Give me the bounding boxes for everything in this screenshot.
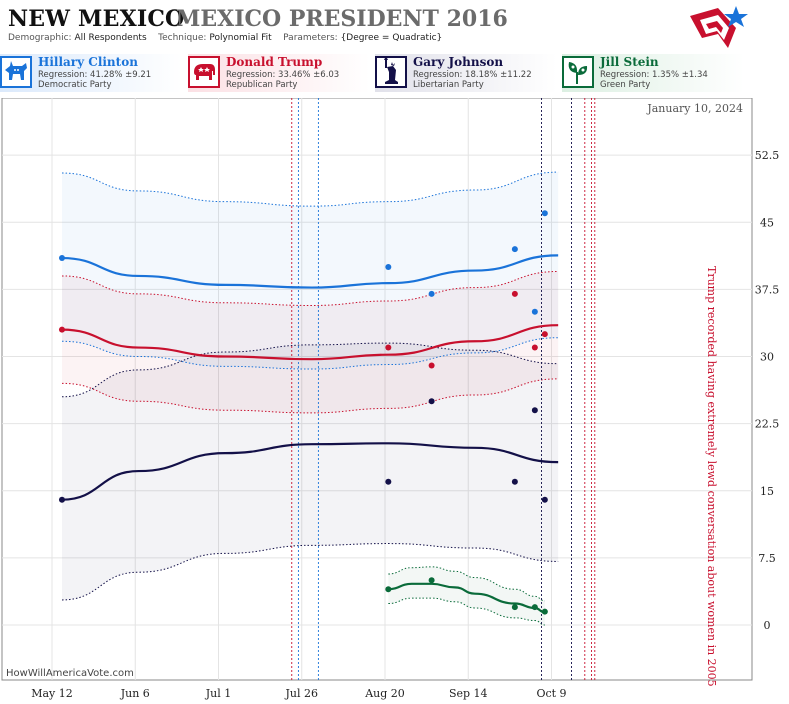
- donkey-icon: [0, 56, 32, 88]
- poll-point-trump: [541, 331, 548, 338]
- y-tick-label: 22.5: [755, 418, 780, 431]
- x-tick-label: Aug 20: [364, 687, 405, 700]
- poll-point-johnson: [385, 478, 392, 485]
- candidate-party: Libertarian Party: [413, 80, 484, 90]
- statue-of-liberty-icon: [375, 56, 407, 88]
- confidence-band-trump: [61, 271, 559, 413]
- confidence-band-clinton: [61, 172, 559, 370]
- x-tick-label: Jun 6: [120, 687, 150, 700]
- poll-point-johnson: [541, 496, 548, 503]
- candidate-name: Gary Johnson: [413, 55, 504, 69]
- candidate-name: Donald Trump: [226, 55, 323, 69]
- elephant-icon: [188, 56, 220, 88]
- site-logo-icon[interactable]: [688, 4, 750, 50]
- poll-point-trump: [385, 344, 392, 351]
- legend-item-clinton[interactable]: Hillary Clinton Regression: 41.28% ±9.21…: [0, 54, 182, 92]
- poll-point-johnson: [511, 478, 518, 485]
- x-tick-label: Oct 9: [536, 687, 566, 700]
- technique-value: Polynomial Fit: [209, 33, 272, 43]
- candidate-regression: Regression: 1.35% ±1.34: [600, 70, 708, 80]
- poll-point-stein: [428, 577, 435, 584]
- poll-point-clinton: [531, 308, 538, 315]
- poll-point-trump: [58, 326, 65, 333]
- x-tick-label: Jul 26: [284, 687, 318, 700]
- poll-point-trump: [511, 290, 518, 297]
- race-title: MEXICO PRESIDENT 2016: [176, 6, 508, 32]
- poll-point-stein: [511, 604, 518, 611]
- chart-date-label: January 10, 2024: [646, 102, 743, 115]
- band-upper-johnson: [61, 342, 559, 398]
- band-upper-stein: [388, 566, 545, 602]
- event-annotation: Trump recorded having extremely lewd con…: [705, 266, 718, 687]
- candidate-regression: Regression: 18.18% ±11.22: [413, 70, 532, 80]
- parameters-label: Parameters:: [283, 33, 338, 43]
- parameters-value: {Degree = Quadratic}: [340, 33, 443, 43]
- candidate-party: Republican Party: [226, 80, 298, 90]
- poll-point-trump: [531, 344, 538, 351]
- poll-point-johnson: [58, 496, 65, 503]
- poll-point-stein: [531, 604, 538, 611]
- band-lower-clinton: [61, 337, 559, 370]
- candidate-legend: Hillary Clinton Regression: 41.28% ±9.21…: [0, 54, 789, 94]
- candidate-party: Green Party: [600, 80, 651, 90]
- plot-area: [1, 98, 753, 681]
- poll-point-johnson: [428, 398, 435, 405]
- poll-point-stein: [541, 608, 548, 615]
- y-tick-label: 37.5: [755, 283, 780, 296]
- candidate-regression: Regression: 41.28% ±9.21: [38, 70, 152, 80]
- leaf-icon: [562, 56, 594, 88]
- demographic-value: All Respondents: [74, 33, 147, 43]
- chart-parameters: Demographic: All Respondents Technique: …: [8, 33, 442, 43]
- band-lower-trump: [61, 378, 559, 414]
- state-title: NEW MEXICO: [8, 6, 185, 32]
- candidate-name: Hillary Clinton: [38, 55, 138, 69]
- poll-point-clinton: [58, 255, 65, 262]
- confidence-band-stein: [388, 566, 545, 625]
- y-tick-label: 45: [760, 216, 774, 229]
- site-credit: HowWillAmericaVote.com: [6, 668, 134, 679]
- y-tick-label: 0: [764, 619, 771, 632]
- candidate-regression: Regression: 33.46% ±6.03: [226, 70, 340, 80]
- poll-point-clinton: [511, 246, 518, 253]
- candidate-name: Jill Stein: [600, 55, 659, 69]
- y-tick-label: 7.5: [758, 552, 776, 565]
- poll-point-stein: [385, 586, 392, 593]
- x-tick-label: Sep 14: [449, 687, 488, 700]
- y-tick-label: 15: [760, 485, 774, 498]
- y-tick-label: 52.5: [755, 149, 780, 162]
- confidence-band-johnson: [61, 343, 559, 600]
- trend-line-trump: [61, 324, 559, 361]
- trend-line-johnson: [61, 442, 559, 501]
- y-tick-label: 30: [760, 351, 774, 364]
- demographic-label: Demographic:: [8, 33, 72, 43]
- x-tick-label: May 12: [31, 687, 73, 700]
- legend-item-stein[interactable]: Jill Stein Regression: 1.35% ±1.34 Green…: [562, 54, 744, 92]
- poll-point-johnson: [531, 407, 538, 414]
- poll-point-clinton: [541, 210, 548, 217]
- poll-point-clinton: [385, 264, 392, 270]
- band-lower-stein: [388, 597, 545, 626]
- poll-point-trump: [428, 362, 435, 369]
- legend-item-trump[interactable]: Donald Trump Regression: 33.46% ±6.03 Re…: [188, 54, 370, 92]
- x-tick-label: Jul 1: [205, 687, 232, 700]
- poll-point-clinton: [428, 290, 435, 297]
- technique-label: Technique:: [158, 33, 207, 43]
- legend-item-johnson[interactable]: Gary Johnson Regression: 18.18% ±11.22 L…: [375, 54, 557, 92]
- trend-line-clinton: [61, 254, 559, 289]
- candidate-party: Democratic Party: [38, 80, 112, 90]
- polling-chart: May 12 Jun 6 Jul 1 Jul 26 Aug 20 Sep 14 Oct 9 0…: [1, 98, 780, 700]
- band-upper-trump: [61, 270, 559, 306]
